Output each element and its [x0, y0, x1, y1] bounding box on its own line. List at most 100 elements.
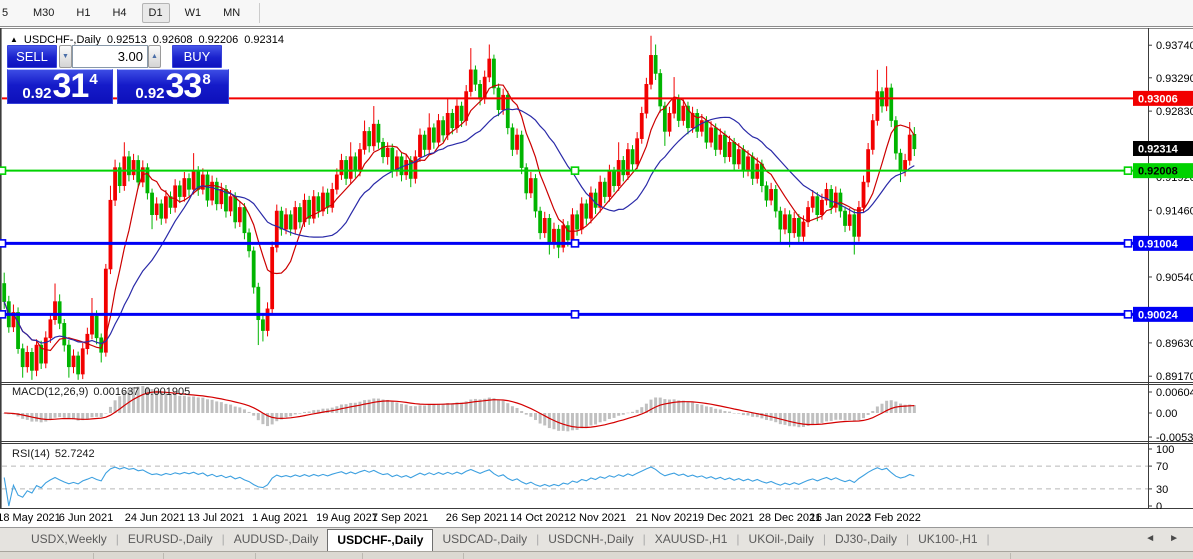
tab-separator: | [822, 532, 826, 546]
ohlc-low: 0.92206 [198, 34, 239, 46]
svg-text:0.93290: 0.93290 [1156, 73, 1193, 85]
timeframe-button-h1[interactable]: H1 [76, 7, 91, 19]
rsi-panel[interactable] [2, 465, 1148, 507]
chart-tab-usdchf-daily[interactable]: USDCHF-,Daily [327, 529, 434, 551]
chart-tab-uk100-h1[interactable]: UK100-,H1 [918, 532, 978, 546]
moving-average-20 [3, 108, 915, 345]
svg-text:0.93740: 0.93740 [1156, 40, 1193, 52]
chart-symbol-label: USDCHF-,Daily [23, 34, 101, 46]
chart-tab-xauusd-h1[interactable]: XAUUSD-,H1 [654, 532, 728, 546]
svg-text:0.89630: 0.89630 [1156, 338, 1193, 350]
volume-decrease-button[interactable]: ▼ [59, 45, 72, 68]
direction-up-icon: ▲ [10, 34, 18, 44]
chart-tab-audusd-daily[interactable]: AUDUSD-,Daily [233, 532, 319, 546]
time-axis-label: 6 Jun 2021 [58, 512, 114, 524]
price-badge-0.92314: 0.92314 [1133, 140, 1193, 156]
svg-text:0.89170: 0.89170 [1156, 371, 1193, 383]
tab-separator: | [115, 532, 119, 546]
tab-separator: | [536, 532, 540, 546]
time-axis-label: 16 Jan 2022 [809, 512, 871, 524]
svg-text:0.91460: 0.91460 [1156, 205, 1193, 217]
candlestick-chart[interactable]: 0.937400.932900.928300.923700.919200.914… [0, 28, 1193, 509]
timeframe-button-5[interactable]: 5 [1, 7, 9, 19]
timeframe-button-h4[interactable]: H4 [112, 7, 127, 19]
macd-panel[interactable] [2, 386, 916, 432]
timeframe-button-d1[interactable]: D1 [141, 3, 170, 23]
time-axis-label: 14 Oct 2021 [510, 512, 570, 524]
support-2-line[interactable] [0, 239, 1148, 248]
status-bar-divider [1010, 553, 1011, 559]
support-3-line[interactable] [0, 310, 1148, 319]
time-axis-label: 2 Nov 2021 [569, 512, 627, 524]
main-price-panel[interactable] [2, 35, 917, 380]
line-handle[interactable] [0, 310, 7, 319]
chart-tab-usdcnh-daily[interactable]: USDCNH-,Daily [548, 532, 634, 546]
tab-separator: | [642, 532, 646, 546]
buy-price-point: 8 [202, 71, 211, 88]
sell-button[interactable]: SELL [7, 45, 57, 68]
line-handle[interactable] [1123, 166, 1133, 175]
volume-increase-button[interactable]: ▲ [148, 45, 161, 68]
time-axis-label: 18 May 2021 [0, 512, 61, 524]
line-handle[interactable] [0, 166, 7, 175]
svg-text:0.93006: 0.93006 [1138, 93, 1178, 105]
rsi-value: 52.7242 [54, 448, 95, 460]
tab-separator: | [906, 532, 910, 546]
price-badge-0.91004: 0.91004 [1133, 235, 1193, 251]
toolbar-separator [259, 3, 261, 23]
svg-text:30: 30 [1156, 484, 1168, 496]
ohlc-open: 0.92513 [106, 34, 147, 46]
buy-button[interactable]: BUY [172, 45, 222, 68]
time-axis-label: 9 Dec 2021 [697, 512, 755, 524]
timeframe-button-w1[interactable]: W1 [184, 7, 202, 19]
line-handle[interactable] [570, 166, 580, 175]
status-bar [0, 551, 1193, 559]
timeframe-button-m30[interactable]: M30 [33, 7, 55, 19]
chart-area[interactable]: 0.937400.932900.928300.923700.919200.914… [0, 28, 1193, 509]
tab-separator: | [221, 532, 225, 546]
time-axis[interactable]: 18 May 2021 6 Jun 2021 24 Jun 2021 13 Jul 2… [0, 509, 1193, 527]
status-bar-divider [255, 553, 256, 559]
line-handle[interactable] [570, 310, 580, 319]
chart-tab-usdx-weekly[interactable]: USDX,Weekly [31, 532, 107, 546]
rsi-name: RSI(14) [12, 448, 50, 460]
time-axis-label: 26 Sep 2021 [445, 512, 509, 524]
tab-separator: | [736, 532, 740, 546]
line-handle[interactable] [1123, 239, 1133, 248]
time-axis-label: 21 Nov 2021 [635, 512, 699, 524]
svg-text:0.92314: 0.92314 [1138, 143, 1179, 155]
price-badge-0.90024: 0.90024 [1133, 306, 1193, 322]
buy-price-button[interactable]: 0.92 33 8 [117, 69, 229, 104]
svg-text:-0.005383: -0.005383 [1156, 432, 1193, 444]
line-handle[interactable] [1123, 310, 1133, 319]
timeframe-toolbar: 5 M30 H1 H4 D1 W1 MN [0, 0, 1193, 27]
macd-signal-line [4, 391, 915, 429]
chart-tab-bar: USDX,Weekly | EURUSD-,Daily | AUDUSD-,Daily U… [0, 527, 1193, 551]
chart-tab-eurusd-daily[interactable]: EURUSD-,Daily [127, 532, 213, 546]
candles [2, 35, 917, 380]
line-handle[interactable] [570, 239, 580, 248]
chart-tab-ukoil-daily[interactable]: UKOil-,Daily [748, 532, 814, 546]
line-handle[interactable] [0, 239, 7, 248]
buy-price-pips: 33 [165, 67, 203, 106]
chart-tab-dj30-daily[interactable]: DJ30-,Daily [835, 532, 898, 546]
tab-scroll-right-icon[interactable]: ► [1169, 533, 1179, 544]
tab-separator: | [986, 532, 990, 546]
status-bar-divider [163, 553, 164, 559]
sell-price-prefix: 0.92 [22, 85, 52, 102]
timeframe-button-mn[interactable]: MN [223, 7, 241, 19]
support-1-line[interactable] [0, 166, 1148, 175]
svg-text:0.90540: 0.90540 [1156, 272, 1193, 284]
time-axis-label: 1 Aug 2021 [252, 512, 308, 524]
tab-scroll-left-icon[interactable]: ◄ [1145, 533, 1156, 544]
status-bar-divider [463, 553, 464, 559]
status-bar-divider [93, 553, 94, 559]
volume-input[interactable] [72, 45, 148, 68]
macd-indicator-label: MACD(12,26,9) 0.001637 0.001905 [12, 386, 195, 398]
time-axis-label: 24 Jun 2021 [124, 512, 186, 524]
time-axis-label: 13 Jul 2021 [187, 512, 245, 524]
chart-tab-usdcad-daily[interactable]: USDCAD-,Daily [442, 532, 528, 546]
svg-text:100: 100 [1156, 444, 1174, 456]
moving-average-8 [3, 84, 915, 352]
sell-price-button[interactable]: 0.92 31 4 [7, 69, 113, 104]
